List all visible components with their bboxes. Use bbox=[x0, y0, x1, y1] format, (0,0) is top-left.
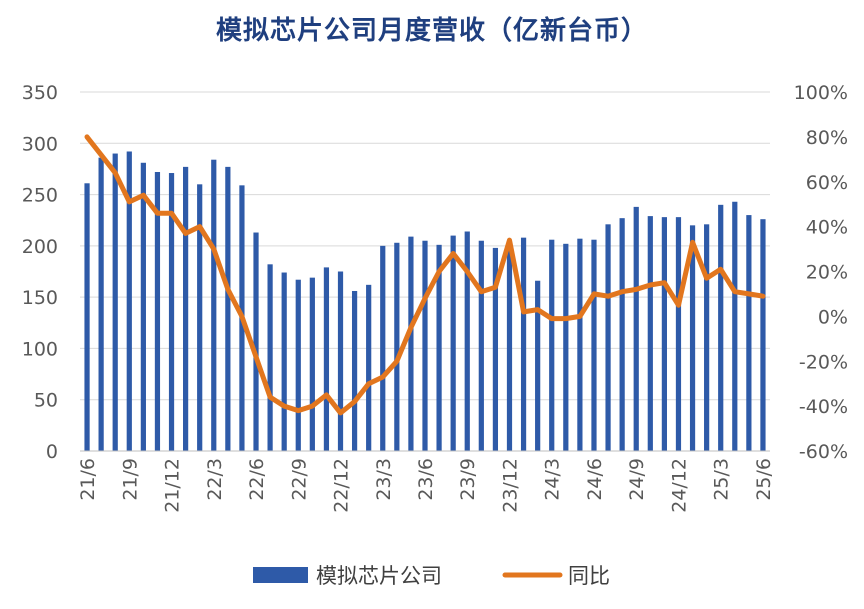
x-tick-label: 22/6 bbox=[246, 458, 268, 501]
bar bbox=[464, 231, 470, 451]
right-tick-label: 80% bbox=[806, 127, 848, 149]
x-tick-label: 24/3 bbox=[542, 458, 564, 501]
x-tick-label: 22/3 bbox=[204, 458, 226, 501]
right-tick-label: 20% bbox=[806, 262, 848, 284]
legend: 模拟芯片公司 同比 bbox=[253, 564, 610, 588]
left-tick-label: 300 bbox=[22, 133, 58, 155]
bar bbox=[253, 232, 259, 451]
bar bbox=[112, 153, 118, 452]
bar-series bbox=[84, 151, 766, 452]
x-tick-label: 21/6 bbox=[77, 458, 99, 501]
left-tick-label: 50 bbox=[34, 390, 58, 412]
legend-item-line: 同比 bbox=[502, 564, 610, 588]
bar bbox=[760, 219, 766, 451]
bar bbox=[281, 272, 287, 451]
bar bbox=[267, 264, 273, 451]
bar bbox=[295, 279, 301, 451]
legend-item-bar: 模拟芯片公司 bbox=[253, 564, 442, 588]
x-tick-label: 21/12 bbox=[162, 458, 184, 513]
x-tick-label: 22/9 bbox=[288, 458, 310, 501]
chart-title: 模拟芯片公司月度营收（亿新台币） bbox=[215, 16, 648, 46]
bar bbox=[619, 218, 625, 451]
bar bbox=[351, 290, 358, 451]
bar bbox=[478, 240, 484, 451]
bar bbox=[394, 242, 400, 451]
x-tick-label: 23/3 bbox=[373, 458, 395, 501]
bar bbox=[408, 236, 414, 451]
bar bbox=[140, 162, 146, 451]
bar bbox=[647, 216, 653, 451]
bar bbox=[450, 235, 456, 451]
right-tick-label: -40% bbox=[799, 396, 848, 418]
bar bbox=[633, 206, 639, 451]
bar bbox=[126, 151, 132, 451]
x-tick-label: 24/9 bbox=[626, 458, 648, 501]
x-tick-label: 22/12 bbox=[331, 458, 353, 513]
bar bbox=[492, 247, 499, 451]
bar bbox=[309, 277, 315, 451]
x-tick-label: 23/6 bbox=[415, 458, 437, 501]
bar bbox=[661, 217, 667, 451]
x-tick-label: 25/3 bbox=[711, 458, 733, 501]
legend-label-line: 同比 bbox=[568, 564, 610, 588]
x-tick-label: 24/6 bbox=[584, 458, 606, 501]
legend-label-bar: 模拟芯片公司 bbox=[316, 564, 442, 588]
bar bbox=[605, 224, 611, 451]
bar bbox=[98, 157, 104, 451]
bar bbox=[506, 247, 513, 451]
bar bbox=[675, 217, 682, 451]
bar bbox=[718, 204, 724, 451]
bar bbox=[732, 201, 738, 451]
left-axis: 0 50 100 150 200 250 300 350 bbox=[22, 82, 58, 463]
left-tick-label: 350 bbox=[22, 82, 58, 104]
left-tick-label: 200 bbox=[22, 236, 58, 258]
bar bbox=[225, 166, 231, 451]
x-tick-label: 25/6 bbox=[753, 458, 775, 501]
bar bbox=[197, 184, 203, 452]
bar bbox=[211, 159, 217, 451]
x-tick-label: 24/12 bbox=[668, 458, 690, 513]
line-series bbox=[84, 134, 766, 416]
bar bbox=[366, 284, 372, 451]
bar bbox=[154, 172, 161, 451]
right-tick-label: -60% bbox=[799, 441, 848, 463]
bar bbox=[422, 240, 428, 451]
bar bbox=[563, 243, 569, 451]
x-tick-label: 21/9 bbox=[119, 458, 141, 501]
left-tick-label: 0 bbox=[46, 441, 58, 463]
bar bbox=[746, 215, 752, 451]
bar bbox=[704, 224, 710, 451]
right-tick-label: 0% bbox=[818, 306, 848, 328]
bar bbox=[689, 225, 696, 451]
bar bbox=[549, 239, 555, 451]
bar bbox=[577, 238, 583, 451]
bar bbox=[380, 245, 386, 451]
bar bbox=[535, 280, 541, 451]
bar bbox=[323, 267, 330, 451]
yoy-line bbox=[84, 134, 766, 416]
bar bbox=[591, 239, 597, 451]
x-axis: 21/6 21/9 21/12 22/3 22/6 22/9 22/12 23/3 23/6 23… bbox=[77, 450, 775, 513]
x-tick-label: 23/12 bbox=[499, 458, 521, 513]
x-tick-label: 23/9 bbox=[457, 458, 479, 501]
bar bbox=[183, 166, 189, 451]
left-tick-label: 100 bbox=[22, 338, 58, 360]
bar bbox=[168, 173, 175, 451]
right-axis: -60% -40% -20% 0% 20% 40% 60% 80% 100% bbox=[794, 82, 848, 463]
left-tick-label: 150 bbox=[22, 287, 58, 309]
bar bbox=[84, 183, 90, 451]
right-tick-label: 40% bbox=[806, 217, 848, 239]
bar bbox=[337, 271, 344, 451]
right-tick-label: 100% bbox=[794, 82, 848, 104]
bar bbox=[436, 244, 442, 451]
legend-swatch-bar bbox=[253, 567, 308, 583]
left-tick-label: 250 bbox=[22, 185, 58, 207]
bar bbox=[520, 237, 527, 451]
right-tick-label: 60% bbox=[806, 172, 848, 194]
right-tick-label: -20% bbox=[799, 351, 848, 373]
